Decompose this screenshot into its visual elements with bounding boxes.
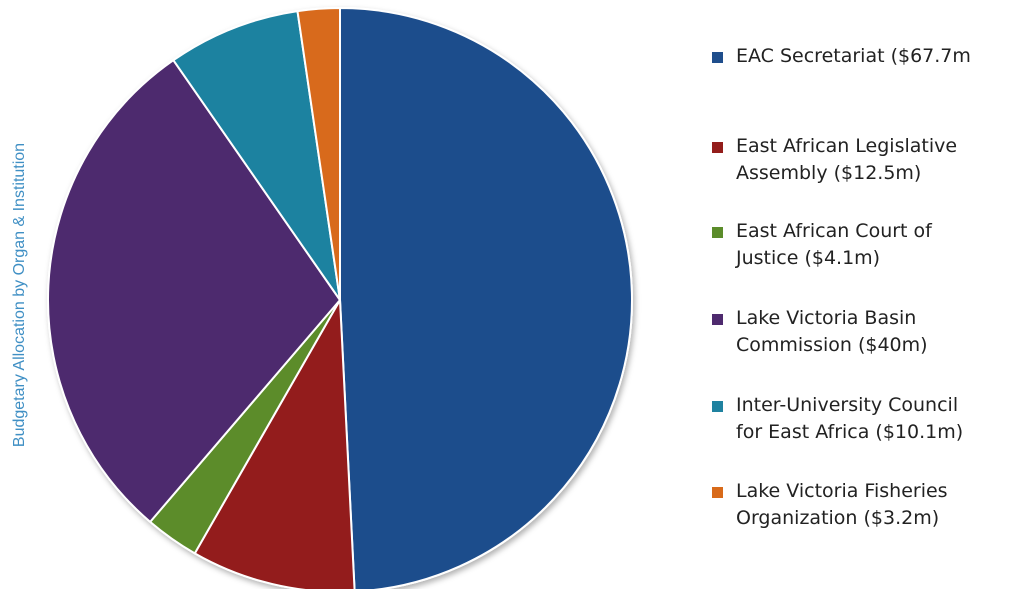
pie-slice-6 [296,7,341,301]
legend-swatch [712,314,723,325]
legend-swatch [712,52,723,63]
legend-label: EAC Secretariat ($67.7m [736,45,971,67]
y-axis-label-text: Budgetary Allocation by Organ & Institut… [11,142,28,448]
legend-label: Inter-University Council for East Africa… [736,394,964,443]
legend-swatch [712,142,723,153]
legend-label: East African Court of Justice ($4.1m) [736,220,932,269]
legend-label: Lake Victoria Fisheries Organization ($3… [736,480,948,529]
legend-swatch [712,401,723,412]
legend-label: East African Legislative Assembly ($12.5… [736,135,958,184]
legend-swatch [712,227,723,238]
pie-slice-4 [47,59,341,523]
pie-slice-1 [339,7,633,593]
legend-swatch [712,487,723,498]
pie-slices [47,7,633,593]
pie-slice-5 [172,10,341,301]
legend-label: Lake Victoria Basin Commission ($40m) [736,307,928,356]
legend: EAC Secretariat ($67.7m East African Legi… [712,0,1026,589]
